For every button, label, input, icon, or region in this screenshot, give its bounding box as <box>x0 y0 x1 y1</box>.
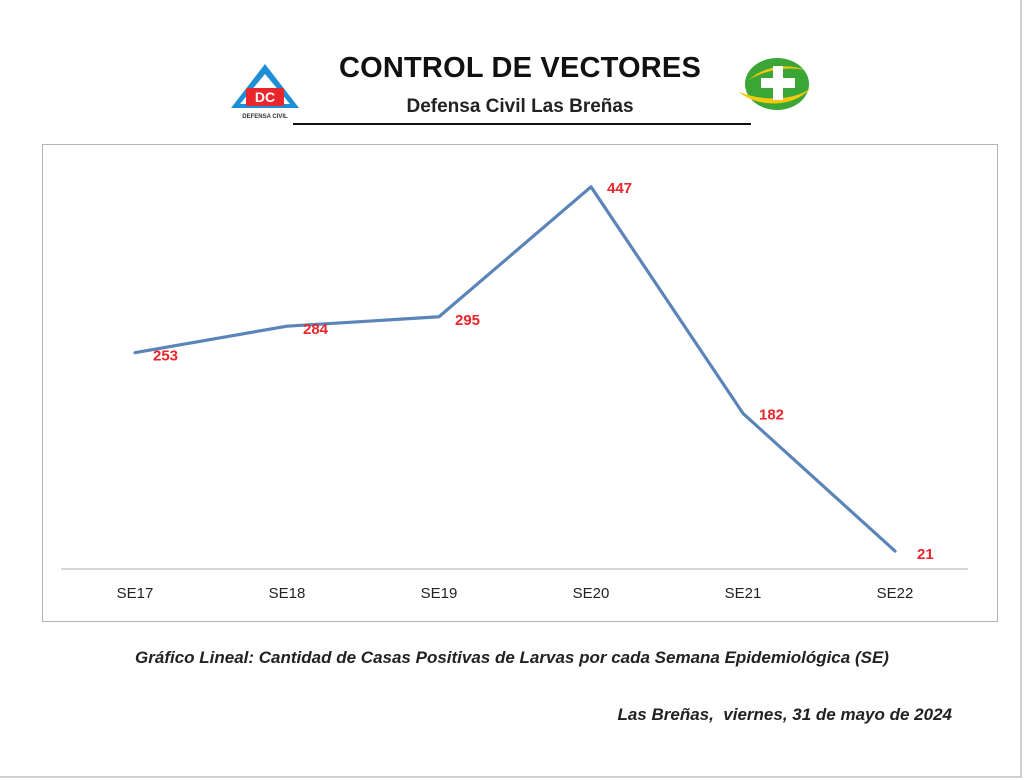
x-tick-label: SE20 <box>573 585 610 602</box>
data-label: 182 <box>759 406 784 423</box>
x-tick-label: SE17 <box>117 585 154 602</box>
line-chart: SE17 SE18 SE19 SE20 SE21 SE22 253 284 295 447 182… <box>61 180 968 602</box>
chart-caption: Gráfico Lineal: Cantidad de Casas Positi… <box>135 648 889 667</box>
logo-dc-subtext: DEFENSA CIVIL <box>242 114 288 120</box>
page-subtitle: Defensa Civil Las Breñas <box>406 96 634 117</box>
x-tick-label: SE19 <box>421 585 458 602</box>
data-label: 295 <box>455 312 480 329</box>
data-label: 447 <box>607 180 632 197</box>
data-label: 21 <box>917 546 934 563</box>
data-label: 284 <box>303 321 329 338</box>
logo-dc-text: DC <box>255 89 275 105</box>
data-label: 253 <box>153 348 178 365</box>
x-tick-label: SE21 <box>725 585 762 602</box>
page-title: CONTROL DE VECTORES <box>338 52 702 84</box>
x-tick-label: SE18 <box>269 585 306 602</box>
series-line <box>133 185 897 553</box>
defensa-civil-logo: DC DEFENSA CIVIL <box>231 64 299 120</box>
x-tick-label: SE22 <box>877 585 914 602</box>
chart-area: SE17 SE18 SE19 SE20 SE21 SE22 253 284 295 447 182… <box>42 144 998 622</box>
header-divider <box>293 123 751 125</box>
dateline: Las Breñas, viernes, 31 de mayo de 2024 <box>617 705 952 724</box>
health-cross-logo <box>739 58 811 110</box>
